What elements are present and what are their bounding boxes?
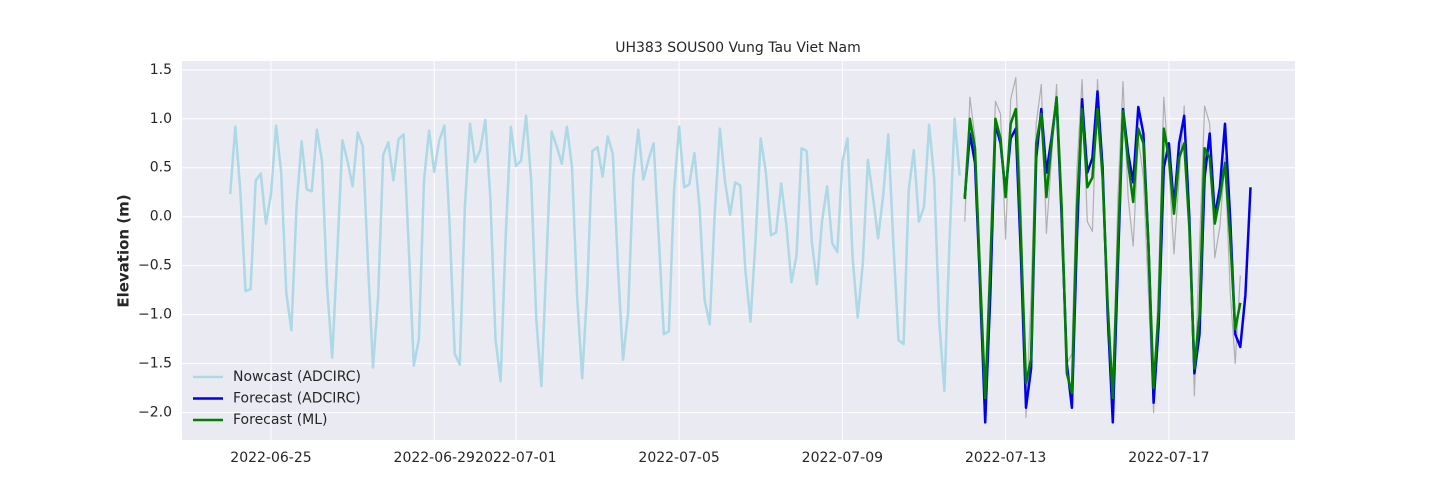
y-tick-label: 1.5: [150, 62, 172, 78]
y-axis-label: Elevation (m): [115, 194, 133, 307]
series-line: [228, 114, 961, 393]
x-tick-label: 2022-07-09: [802, 450, 883, 466]
y-tick-label: 0.5: [150, 160, 172, 176]
lines: [228, 76, 1252, 424]
chart-title: UH383 SOUS00 Vung Tau Viet Nam: [615, 40, 861, 56]
grid: [182, 61, 1295, 440]
y-tick-label: −0.5: [138, 258, 172, 274]
legend-label: Forecast (ML): [233, 412, 328, 428]
x-tick-label: 2022-06-25: [230, 450, 311, 466]
x-tick-label: 2022-07-17: [1128, 450, 1209, 466]
y-tick-label: −2.0: [138, 405, 172, 421]
y-tick-label: −1.5: [138, 356, 172, 372]
y-tick-label: 1.0: [150, 111, 172, 127]
legend-label: Nowcast (ADCIRC): [233, 369, 361, 385]
x-tick-label: 2022-07-05: [638, 450, 719, 466]
y-tick-label: −1.0: [138, 307, 172, 323]
legend: Nowcast (ADCIRC) Forecast (ADCIRC) Forecas…: [193, 369, 361, 428]
series-line: [963, 95, 1242, 400]
x-tick-label: 2022-06-29: [394, 450, 475, 466]
x-tick-label: 2022-07-13: [965, 450, 1046, 466]
x-tick-label: 2022-07-01: [475, 450, 556, 466]
y-tick-label: 0.0: [150, 209, 172, 225]
legend-label: Forecast (ADCIRC): [233, 391, 361, 407]
